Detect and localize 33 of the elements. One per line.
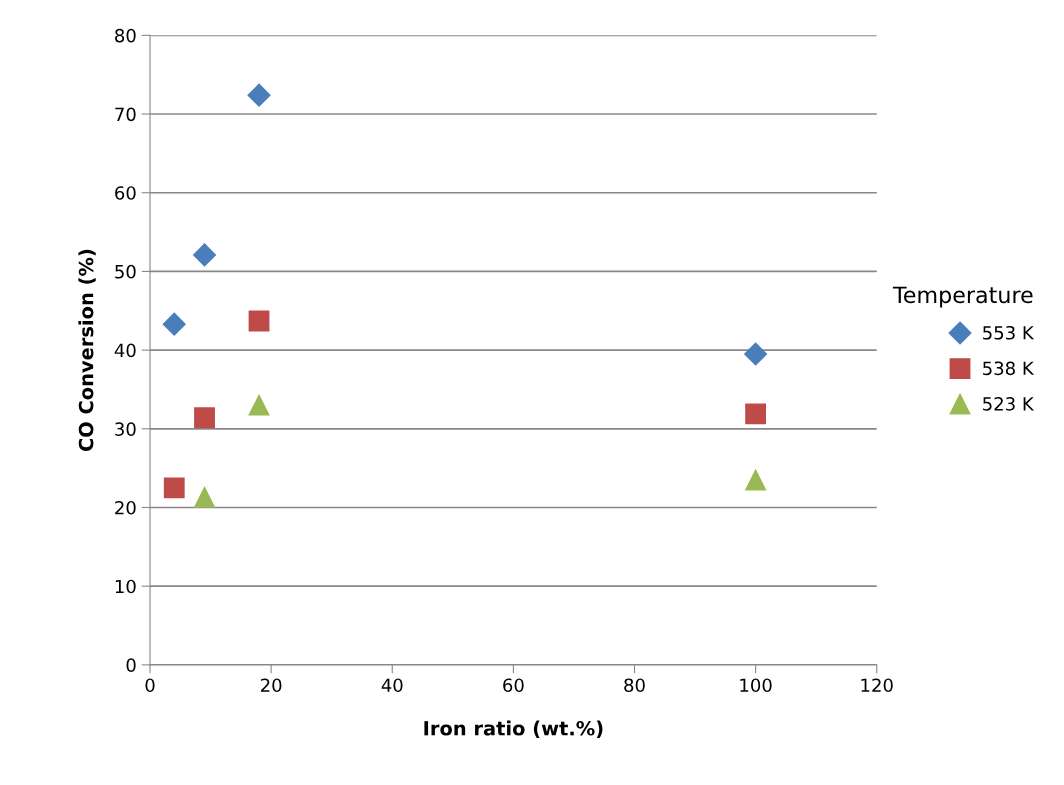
- point: [248, 310, 270, 332]
- x-tick-label: 80: [624, 678, 645, 693]
- x-tick-label: 60: [503, 678, 524, 693]
- x-tick-label: 20: [260, 678, 282, 693]
- y-tick-label: 80: [115, 28, 136, 43]
- point: [163, 477, 185, 499]
- x-tick-label: 0: [145, 678, 155, 693]
- legend-label: 523 K: [983, 397, 1035, 411]
- y-tick-label: 30: [115, 422, 136, 436]
- legend-label: 553 K: [983, 325, 1035, 340]
- x-tick-label: 40: [381, 678, 403, 693]
- x-tick-label: 120: [861, 678, 893, 693]
- y-tick-label: 20: [115, 500, 136, 515]
- point: [193, 243, 217, 267]
- x-tick-label: 100: [740, 678, 772, 693]
- y-tick-label: 70: [115, 107, 136, 122]
- y-axis-title: CO Conversion (%): [78, 249, 96, 452]
- y-tick-label: 10: [115, 579, 136, 594]
- point: [744, 342, 768, 366]
- point: [162, 312, 186, 336]
- point: [745, 403, 767, 425]
- point: [194, 407, 215, 429]
- point: [194, 486, 215, 508]
- x-axis-title: Iron ratio (wt.%): [424, 720, 603, 738]
- legend-label: 538 K: [983, 361, 1035, 376]
- y-tick-label: 60: [115, 186, 136, 200]
- point: [248, 394, 270, 416]
- y-tick-label: 40: [114, 343, 136, 358]
- point: [247, 83, 271, 107]
- legend-title: Temperature: [892, 286, 1033, 308]
- point: [745, 469, 767, 491]
- y-tick-label: 50: [115, 264, 136, 279]
- y-tick-label: 0: [126, 658, 136, 673]
